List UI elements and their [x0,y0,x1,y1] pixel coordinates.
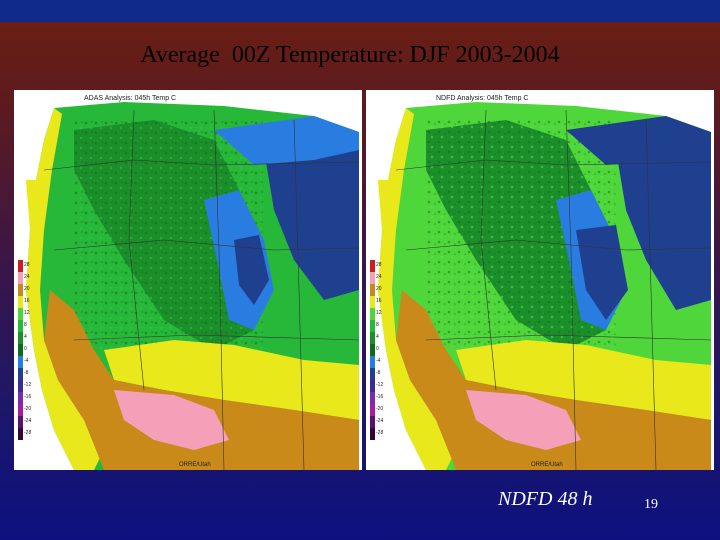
legend-swatch [18,284,23,296]
legend-tick: 0 [376,346,379,352]
forecast-label: NDFD 48 h [498,488,593,510]
legend-swatch [370,344,375,356]
legend-swatch [370,404,375,416]
desert-hottest-zone [466,390,581,450]
legend-swatch [18,368,23,380]
colorado-cold-zone [234,235,269,305]
legend-tick: 16 [376,298,382,304]
northeast-cold-zone [616,132,711,310]
slide-title: Average 00Z Temperature: DJF 2003-2004 [140,42,560,68]
legend-tick: -28 [24,430,31,436]
page-number: 19 [644,497,658,512]
northeast-cold-zone [264,132,359,300]
southern-warm-zone [456,340,711,420]
legend-swatch [370,356,375,368]
temperature-legend: 28 24 20 16 12 8 4 0 -4 -8 -12 -16 -20 -… [370,260,383,440]
legend-swatch [18,320,23,332]
state-boundaries [43,109,360,470]
legend-swatch [370,368,375,380]
legend-tick: -16 [376,394,383,400]
coastal-warm-zone [378,108,456,470]
legend-tick: -28 [376,430,383,436]
legend-swatch [18,356,23,368]
legend-tick: 4 [24,334,27,340]
legend-tick: -4 [376,358,381,364]
legend-swatch [18,428,23,440]
legend-swatch [18,296,23,308]
map-header: NDFD Analysis: 045h Temp C [436,95,528,102]
legend-swatch [370,320,375,332]
legend-tick: -12 [376,382,383,388]
southwest-hot-zone [396,290,711,470]
slide-top-band [0,0,720,22]
temperature-legend: 28 24 20 16 12 8 4 0 -4 -8 -12 -16 -20 -… [18,260,31,440]
map-header: ADAS Analysis: 045h Temp C [84,95,176,102]
legend-swatch [370,284,375,296]
map-adas: ADAS Analysis: 045h Temp C ORRE/Utah 28 … [14,90,362,470]
legend-tick: -16 [24,394,31,400]
legend-swatch [18,380,23,392]
map-panel-adas: ADAS Analysis: 045h Temp C ORRE/Utah 28 … [14,90,362,470]
legend-tick: -20 [376,406,383,412]
desert-hottest-zone [114,390,229,450]
legend-tick: 8 [24,322,27,328]
legend-swatch [18,308,23,320]
legend-tick: -12 [24,382,31,388]
legend-swatch [18,392,23,404]
legend-tick: -20 [24,406,31,412]
legend-tick: 12 [376,310,382,316]
legend-tick: 8 [376,322,379,328]
legend-tick: 20 [376,286,382,292]
state-boundaries [395,109,712,470]
legend-tick: 24 [24,274,30,280]
legend-tick: -4 [24,358,29,364]
legend-swatch [370,296,375,308]
legend-swatch [18,344,23,356]
legend-swatch [18,416,23,428]
map-panel-ndfd: NDFD Analysis: 045h Temp C ORRE/Utah 28 … [366,90,714,470]
southwest-hot-zone [44,290,359,470]
legend-swatch [370,332,375,344]
legend-swatch [370,308,375,320]
coastal-warm-zone [26,108,104,470]
legend-tick: 20 [24,286,30,292]
legend-swatch [18,332,23,344]
map-ndfd: NDFD Analysis: 045h Temp C ORRE/Utah 28 … [366,90,714,470]
legend-swatch [18,260,23,272]
legend-swatch [370,416,375,428]
legend-swatch [370,260,375,272]
legend-swatch [370,272,375,284]
southern-warm-zone [104,340,359,420]
map-credit: ORRE/Utah [531,462,563,468]
legend-tick: 0 [24,346,27,352]
legend-swatch [18,404,23,416]
legend-swatch [370,428,375,440]
legend-tick: 16 [24,298,30,304]
legend-tick: -24 [376,418,383,424]
legend-tick: -8 [376,370,381,376]
legend-tick: 28 [24,262,30,268]
legend-swatch [18,272,23,284]
legend-tick: -8 [24,370,29,376]
legend-swatch [370,392,375,404]
legend-tick: 28 [376,262,382,268]
northern-cold-zone [566,116,711,165]
map-credit: ORRE/Utah [179,462,211,468]
legend-tick: 4 [376,334,379,340]
legend-tick: -24 [24,418,31,424]
legend-tick: 12 [24,310,30,316]
legend-tick: 24 [376,274,382,280]
legend-swatch [370,380,375,392]
northern-cold-zone [214,116,359,165]
